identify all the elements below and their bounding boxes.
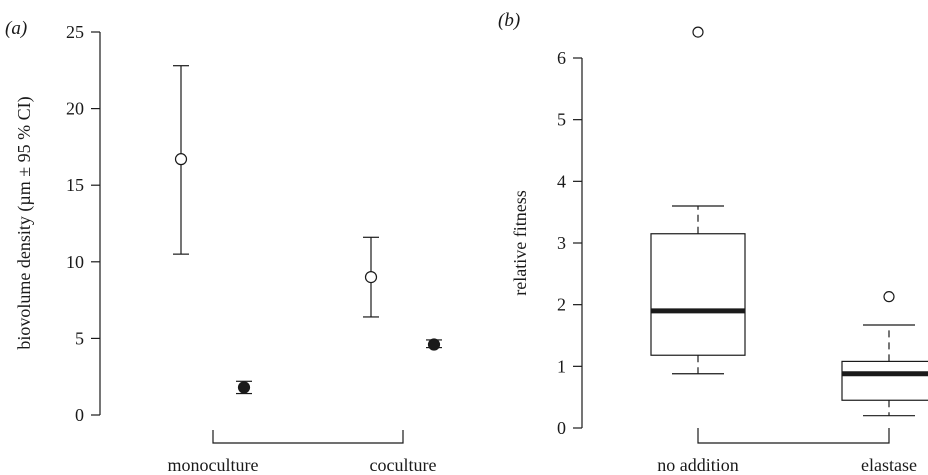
y-tick-label-a: 25 (66, 22, 84, 42)
y-tick-label-b: 3 (557, 233, 566, 253)
data-points-a (173, 65, 442, 395)
x-label-monoculture: monoculture (168, 455, 259, 475)
panel-a: (a) 0 5 10 15 20 25 biovolume density (µm ± 9… (5, 18, 442, 475)
x-axis-bracket-a (212, 430, 404, 444)
y-axis-label-a: biovolume density (µm ± 95 % CI) (14, 96, 35, 349)
y-tick-label-b: 5 (557, 110, 566, 130)
boxplots-b (650, 26, 928, 417)
filled-point (237, 381, 251, 394)
y-tick-label-b: 0 (557, 418, 566, 438)
box-iqr (650, 233, 746, 356)
y-tick-label-a: 10 (66, 252, 84, 272)
x-label-coculture: coculture (370, 455, 437, 475)
y-tick-label-b: 2 (557, 295, 566, 315)
panel-b: (b) 0 1 2 3 4 5 6 relative fitness no addition… (498, 10, 928, 475)
y-tick-label-b: 4 (557, 171, 566, 191)
panel-label-b: (b) (498, 10, 520, 31)
y-ticks-b: 0 1 2 3 4 5 6 (557, 48, 582, 438)
y-tick-label-a: 15 (66, 175, 84, 195)
open-point (174, 153, 188, 166)
y-tick-label-a: 5 (75, 328, 84, 348)
y-tick-label-b: 1 (557, 356, 566, 376)
y-tick-label-b: 6 (557, 48, 566, 68)
x-label-elastase: elastase (861, 455, 917, 475)
open-point (364, 271, 378, 284)
x-label-no-addition: no addition (657, 455, 739, 475)
panel-label-a: (a) (5, 18, 27, 39)
y-tick-label-a: 20 (66, 99, 84, 119)
y-tick-label-a: 0 (75, 405, 84, 425)
y-ticks-a: 0 5 10 15 20 25 (66, 22, 100, 425)
y-axis-label-b: relative fitness (510, 190, 530, 295)
outlier-point (883, 291, 895, 303)
filled-point (427, 338, 441, 351)
box-iqr (841, 360, 928, 401)
x-axis-bracket-b (697, 428, 890, 444)
outlier-point (692, 26, 704, 38)
